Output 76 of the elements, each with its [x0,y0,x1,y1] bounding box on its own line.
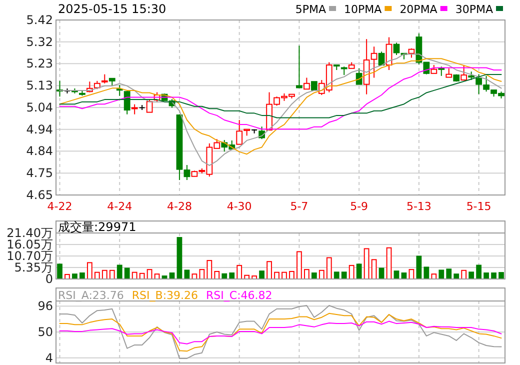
bar [446,268,452,280]
series-label: RSI_A:23.76 [58,289,124,302]
bar [416,256,422,280]
bar [296,251,302,280]
legend-label: 20PMA [400,3,438,16]
y-tick-label: 0 [45,272,53,286]
y-tick-label: 4.94 [26,122,53,136]
x-tick-label: 5-7 [290,200,308,213]
y-tick-label: 16.05万 [6,238,53,252]
bar [334,272,340,280]
y-tick-label: 5.13 [26,78,53,93]
y-tick-label: 5.32 [26,34,53,49]
bar [176,237,182,280]
bar [326,257,332,280]
chart-title: 2025-05-15 15:30 [58,2,166,16]
bar [80,272,85,280]
bar [461,270,467,280]
legend-label: 30PMA [455,3,494,16]
x-tick-label: 4-24 [107,200,132,213]
bar [259,270,264,280]
x-tick-label: 4-28 [166,200,192,213]
y-tick-label: 4.84 [26,144,53,158]
legend-label: 5PMA [295,3,326,16]
bar [498,272,504,280]
bar [364,248,370,280]
bar [311,272,317,280]
y-tick-label: 5.42 [26,13,53,27]
y-tick-label: 5.04 [26,100,53,114]
bar [109,270,115,280]
bar [386,247,392,280]
bar [424,266,430,280]
y-tick-label: 5.23 [26,56,53,71]
y-tick-label: 4.65 [26,188,53,202]
bar [102,270,108,280]
bar [124,268,130,280]
bar [348,264,354,280]
bar [341,272,347,280]
bar [491,272,496,280]
bar [356,264,362,280]
bar [438,270,444,280]
x-tick-label: 5-9 [350,200,368,213]
text: RSI_B:39.26 [132,289,198,302]
x-tick-label: 4-30 [226,200,252,213]
y-tick-label: 96 [38,299,53,314]
chart-title: 成交量:29971 [58,220,136,234]
x-tick-label: 5-13 [406,200,432,213]
x-tick-label: 5-15 [466,200,492,213]
line-series [59,305,502,359]
bar [86,262,92,280]
bar [206,260,212,280]
line-series [59,74,502,118]
y-tick-label: 50 [38,325,53,339]
y-tick-label: 4 [45,350,53,365]
bar [371,259,377,280]
y-tick-label: 5.35万 [14,260,53,274]
bar [468,272,474,280]
bar [57,264,62,280]
y-tick-label: 4.75 [26,166,53,180]
bar [199,269,205,280]
bar [266,261,272,280]
legend-label: 10PMA [344,3,382,16]
line-series [59,312,502,352]
bar [289,270,294,280]
bar [236,264,242,280]
bar [214,270,220,280]
bar [318,270,324,280]
text: RSI_C:46.82 [206,289,272,302]
line-series [59,320,502,344]
bar [304,269,310,280]
y-tick-label: 10.70万 [6,249,53,263]
bar [476,264,482,280]
bar [229,272,235,280]
x-tick-label: 4-22 [47,200,72,213]
bar [116,264,122,280]
bar [484,272,489,280]
y-tick-label: 21.40万 [6,226,53,240]
